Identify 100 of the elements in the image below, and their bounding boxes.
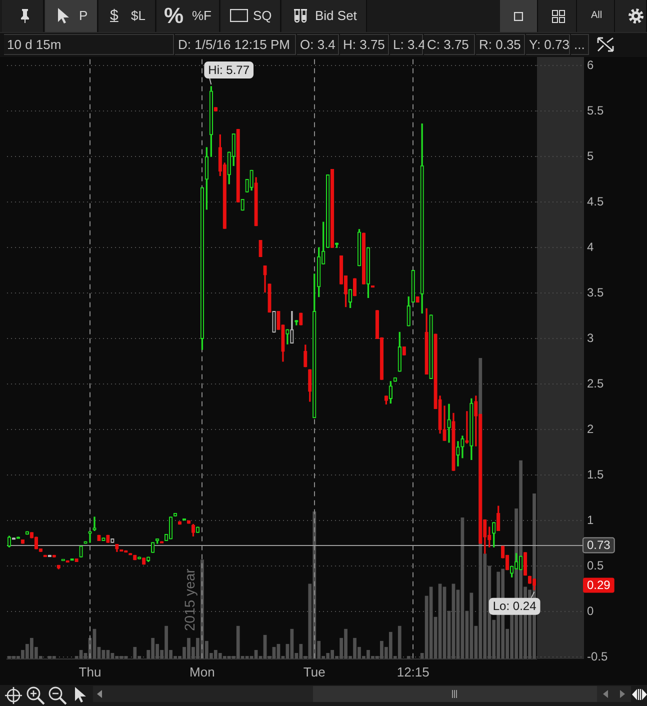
y-tick-label: 3 bbox=[587, 330, 594, 345]
y-tick-label: 5 bbox=[587, 148, 594, 163]
text: P bbox=[79, 7, 88, 25]
candlestick bbox=[308, 369, 312, 402]
candlestick bbox=[456, 441, 460, 466]
y-tick-label: 2.5 bbox=[587, 376, 604, 390]
candlestick bbox=[61, 558, 65, 562]
candlestick bbox=[523, 552, 528, 576]
header-cell: ... bbox=[571, 34, 589, 55]
candlestick bbox=[384, 396, 388, 404]
header-cell: O: 3.4 bbox=[297, 34, 339, 55]
candlestick bbox=[299, 312, 303, 326]
candlestick bbox=[411, 270, 415, 303]
candlestick bbox=[366, 247, 370, 298]
header-cell: L: 3.4 bbox=[390, 34, 423, 55]
y-tick-label: 5.5 bbox=[587, 103, 604, 118]
annotation: 2015 year bbox=[181, 568, 198, 631]
y-tick-label: 6 bbox=[587, 58, 594, 72]
candlestick bbox=[317, 247, 321, 298]
annotation: Hi: 5.77 bbox=[208, 62, 250, 77]
candlestick bbox=[362, 232, 366, 284]
candlestick bbox=[250, 170, 254, 191]
candlestick bbox=[388, 381, 392, 404]
candlestick bbox=[173, 513, 178, 516]
y-tick-label: 0.5 bbox=[587, 558, 604, 572]
candlestick bbox=[447, 404, 451, 443]
candlestick bbox=[402, 346, 406, 356]
candlestick bbox=[92, 516, 96, 531]
candlestick bbox=[348, 289, 352, 308]
x-tick-label: Tue bbox=[303, 664, 326, 680]
header-cell: R: 0.35 bbox=[476, 34, 525, 55]
text: $ bbox=[110, 6, 118, 26]
text: Bid Set bbox=[315, 7, 357, 25]
y-tick-label: 3.5 bbox=[587, 285, 604, 300]
y-tick-label: 0 bbox=[587, 604, 594, 618]
candlestick bbox=[496, 506, 500, 531]
candlestick bbox=[142, 558, 146, 565]
ref-line-label: 0.73 bbox=[587, 538, 611, 552]
header-cell: Y: 0.73 bbox=[526, 34, 570, 55]
candlestick bbox=[146, 556, 150, 562]
candlestick bbox=[420, 123, 424, 314]
candlestick bbox=[25, 531, 30, 535]
candlestick bbox=[294, 320, 298, 326]
candlestick bbox=[138, 556, 142, 560]
candlestick bbox=[236, 128, 240, 202]
candlestick bbox=[528, 576, 532, 584]
candlestick bbox=[88, 531, 92, 543]
text: % bbox=[164, 2, 184, 30]
candlestick bbox=[110, 538, 114, 543]
x-tick-label: Mon bbox=[190, 664, 215, 680]
y-tick-label: 2 bbox=[587, 422, 594, 436]
header-cell: C: 3.75 bbox=[424, 34, 475, 55]
text: 0.29 bbox=[587, 578, 611, 592]
candlestick bbox=[272, 310, 276, 333]
candlestick bbox=[34, 536, 38, 550]
x-tick-label: 12:15 bbox=[396, 664, 430, 680]
candlestick bbox=[74, 558, 78, 562]
candlestick bbox=[326, 174, 330, 248]
header-cell: 10 d 15m bbox=[4, 34, 174, 55]
candlestick bbox=[452, 412, 456, 471]
candlestick bbox=[151, 542, 155, 553]
candlestick bbox=[102, 538, 106, 542]
candlestick bbox=[465, 411, 469, 444]
candlestick bbox=[290, 310, 294, 344]
candlestick bbox=[398, 332, 402, 372]
candlestick bbox=[200, 187, 204, 350]
candlestick bbox=[258, 240, 262, 258]
candlestick bbox=[84, 541, 88, 544]
candlestick bbox=[254, 177, 258, 226]
candlestick bbox=[510, 566, 514, 578]
candlestick bbox=[268, 284, 272, 313]
candlestick bbox=[209, 86, 213, 157]
candlestick bbox=[312, 274, 316, 418]
candlestick bbox=[330, 169, 334, 248]
candlestick bbox=[406, 296, 410, 326]
text: %F bbox=[192, 7, 212, 25]
candlestick bbox=[168, 516, 173, 540]
candlestick bbox=[352, 278, 357, 296]
chart-title: 10 d 15m bbox=[7, 36, 62, 54]
y-tick-label: -0.5 bbox=[587, 649, 608, 664]
y-tick-label: 1 bbox=[587, 512, 594, 527]
candlestick bbox=[286, 329, 290, 344]
candlestick bbox=[191, 524, 196, 536]
text: $L bbox=[131, 7, 146, 25]
header-cell: D: 1/5/16 12:15 PM bbox=[175, 34, 296, 55]
annotation: Lo: 0.24 bbox=[492, 599, 537, 614]
candlestick bbox=[424, 308, 428, 374]
y-tick-label: 1.5 bbox=[587, 467, 604, 482]
y-tick-label: 4.5 bbox=[587, 194, 604, 208]
x-tick-label: Thu bbox=[78, 664, 102, 680]
candlestick bbox=[470, 398, 474, 460]
candlestick bbox=[106, 534, 110, 543]
candlestick bbox=[56, 564, 60, 570]
header-cell: H: 3.75 bbox=[340, 34, 389, 55]
candlestick bbox=[97, 534, 101, 542]
candlestick bbox=[79, 546, 83, 558]
candlestick bbox=[178, 521, 182, 525]
candlestick bbox=[460, 436, 464, 458]
candlestick bbox=[214, 107, 218, 112]
candlestick bbox=[7, 536, 12, 548]
